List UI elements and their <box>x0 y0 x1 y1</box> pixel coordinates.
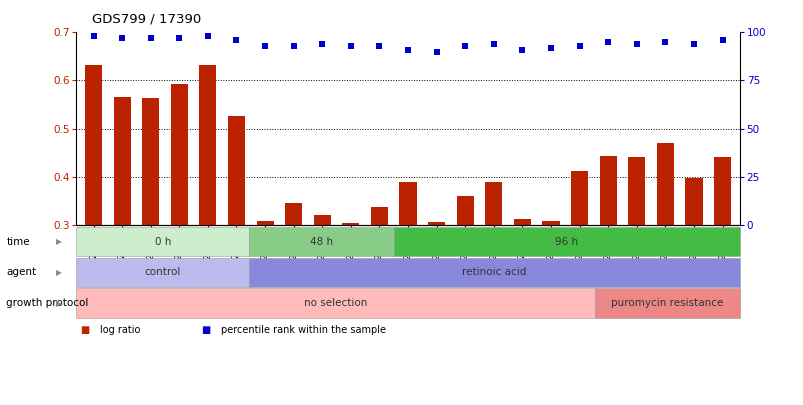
Point <box>173 35 185 41</box>
Bar <box>542 221 559 225</box>
Point <box>715 37 728 43</box>
Point <box>202 33 214 40</box>
Text: percentile rank within the sample: percentile rank within the sample <box>221 325 385 335</box>
Point <box>544 45 556 51</box>
Point <box>344 43 357 49</box>
Bar <box>427 222 445 225</box>
Point <box>259 43 271 49</box>
Bar <box>513 219 530 225</box>
Text: ▶: ▶ <box>55 298 62 308</box>
Text: time: time <box>6 237 30 247</box>
Bar <box>570 171 588 225</box>
Bar <box>199 65 216 225</box>
Point <box>116 35 128 41</box>
Bar <box>85 65 102 225</box>
Bar <box>227 115 245 225</box>
Bar <box>113 97 131 225</box>
Point <box>516 47 528 53</box>
Text: ▶: ▶ <box>55 268 62 277</box>
Text: no selection: no selection <box>304 298 367 308</box>
Point <box>573 43 585 49</box>
Text: GDS799 / 17390: GDS799 / 17390 <box>92 12 202 25</box>
Bar <box>456 196 473 225</box>
Point <box>316 41 328 47</box>
Bar <box>256 222 273 225</box>
Text: 48 h: 48 h <box>310 237 332 247</box>
Point <box>487 41 499 47</box>
Bar <box>713 157 730 225</box>
Text: puromycin resistance: puromycin resistance <box>610 298 723 308</box>
Point <box>459 43 471 49</box>
Bar <box>170 84 188 225</box>
Bar <box>485 182 502 225</box>
Point <box>373 43 385 49</box>
Bar <box>285 203 302 225</box>
Bar <box>342 223 359 225</box>
Point <box>687 41 699 47</box>
Text: ▶: ▶ <box>55 237 62 246</box>
Bar <box>142 98 159 225</box>
Bar <box>370 207 388 225</box>
Point <box>402 47 414 53</box>
Text: ■: ■ <box>80 325 90 335</box>
Text: 0 h: 0 h <box>154 237 171 247</box>
Point <box>230 37 243 43</box>
Text: control: control <box>145 267 181 277</box>
Text: 96 h: 96 h <box>554 237 577 247</box>
Point <box>430 49 442 55</box>
Text: ■: ■ <box>201 325 210 335</box>
Bar <box>627 158 645 225</box>
Point <box>87 33 100 40</box>
Bar <box>656 143 673 225</box>
Point <box>144 35 157 41</box>
Text: log ratio: log ratio <box>100 325 141 335</box>
Point <box>287 43 300 49</box>
Bar <box>599 156 616 225</box>
Bar <box>399 182 416 225</box>
Point <box>658 39 671 45</box>
Text: agent: agent <box>6 267 36 277</box>
Bar <box>313 215 330 225</box>
Bar <box>684 178 702 225</box>
Point <box>601 39 613 45</box>
Text: growth protocol: growth protocol <box>6 298 88 308</box>
Point <box>630 41 642 47</box>
Text: retinoic acid: retinoic acid <box>462 267 526 277</box>
